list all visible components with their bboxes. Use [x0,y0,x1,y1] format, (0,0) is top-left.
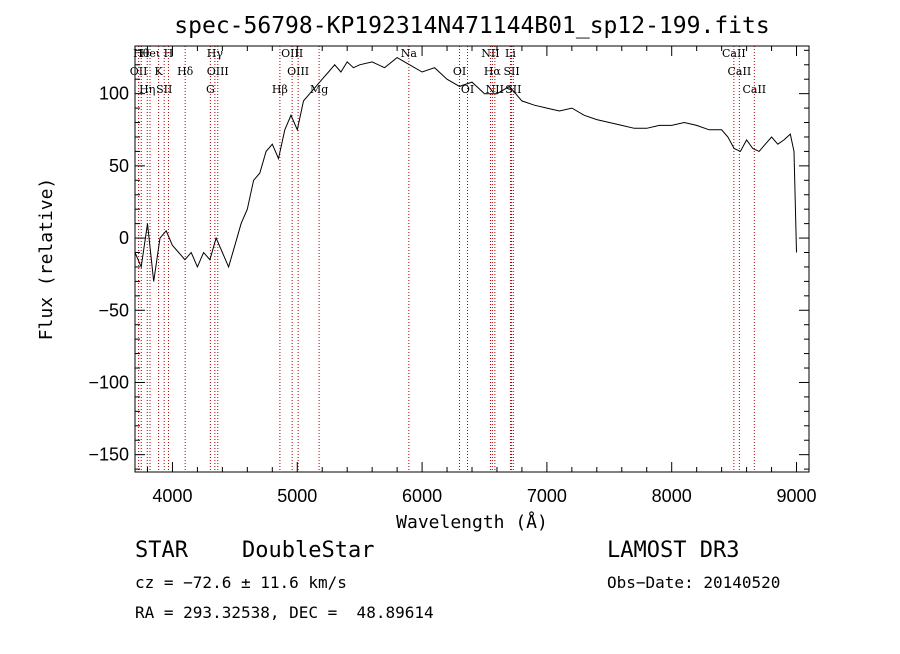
line-label: CaII [728,65,752,78]
line-label: CaII [722,47,746,60]
line-label: G [206,83,215,96]
redshift-cz: cz = −72.6 ± 11.6 km/s [135,573,347,592]
y-axis-title: Flux (relative) [36,178,57,341]
line-label: SII [505,83,521,96]
y-tick-label: 100 [99,84,129,104]
x-axis-ticks: 4000 5000 6000 7000 8000 9000 [146,46,817,506]
line-label: Hα [484,65,502,78]
x-tick-label: 7000 [527,486,567,506]
line-label: Hγ [207,47,224,60]
x-tick-label: 6000 [402,486,442,506]
line-label: CaII [742,83,766,96]
line-label: Hδ [177,65,194,78]
y-tick-label: −50 [98,300,129,320]
line-label: SII [503,65,519,78]
survey-name: LAMOST DR3 [607,538,740,563]
x-tick-label: 8000 [652,486,692,506]
object-subclass: DoubleStar [242,538,375,563]
line-label: OIII [281,47,303,60]
x-tick-label: 9000 [776,486,816,506]
spectral-line-markers [138,46,755,472]
line-label: Hη [139,83,155,96]
y-tick-label: −100 [88,372,129,392]
line-label: OIII [207,65,229,78]
line-label: Mg [310,83,328,96]
coordinates: RA = 293.32538, DEC = 48.89614 [135,603,434,622]
x-axis-title: Wavelength (Å) [396,511,548,533]
spectral-line-labels: HθOIIHηHeιKSIIHHδGHγOIIIHβOIIIOIIIMgNaOI… [130,47,766,96]
x-tick-label: 4000 [152,486,192,506]
y-tick-label: 50 [109,156,129,176]
y-tick-label: −150 [88,445,129,465]
line-label: OI [453,65,466,78]
obs-date: Obs−Date: 20140520 [607,573,781,592]
y-tick-label: 0 [119,228,129,248]
line-label: H [164,47,174,60]
line-label: OI [461,83,474,96]
object-class: STAR [135,538,188,563]
spectrum-line [134,56,797,282]
line-label: OIII [287,65,309,78]
line-label: K [154,65,163,78]
line-label: Hβ [272,83,288,96]
y-axis-ticks: −150 −100 −50 0 50 100 [88,49,809,470]
line-label: Li [505,47,516,60]
plot-frame [134,45,810,473]
chart-title: spec-56798-KP192314N471144B01_sp12-199.f… [174,13,769,39]
line-label: NII [481,47,499,60]
line-label: Heι [140,47,160,60]
x-tick-label: 5000 [277,486,317,506]
line-label: OII [130,65,148,78]
line-label: SII [156,83,172,96]
line-label: Na [401,47,418,60]
